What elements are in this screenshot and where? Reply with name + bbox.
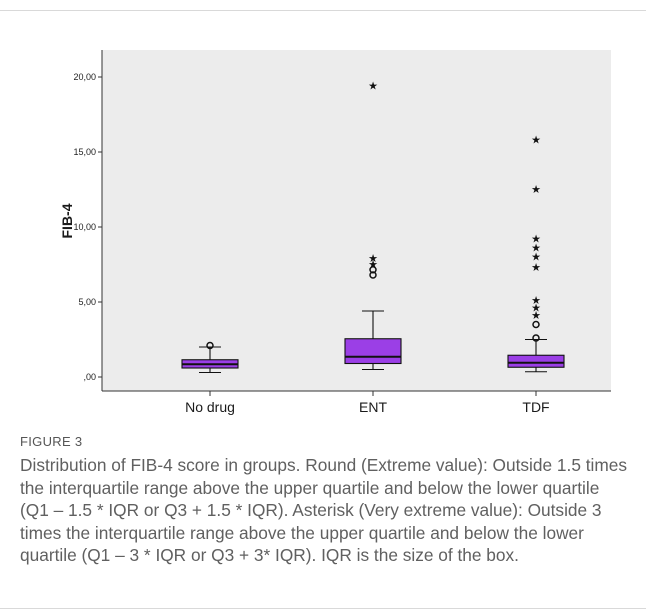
extreme-asterisk: ★ <box>531 233 541 246</box>
extreme-asterisk: ★ <box>368 252 378 265</box>
iqr-box <box>507 354 565 368</box>
axes: ,00 5,00 10,00 15,00 20,00 No drug ENT TDF <box>73 50 611 415</box>
y-axis-label: FIB-4 <box>59 203 75 238</box>
box-ent <box>344 310 402 371</box>
x-tick-label: No drug <box>185 399 235 415</box>
x-tick-label: TDF <box>522 399 549 415</box>
extreme-asterisk: ★ <box>531 251 541 264</box>
y-tick-label: 20,00 <box>73 72 96 82</box>
extreme-asterisk: ★ <box>368 258 378 271</box>
extreme-asterisk: ★ <box>531 302 541 315</box>
figure-label: FIGURE 3 <box>20 434 83 449</box>
extreme-asterisk: ★ <box>531 183 541 196</box>
x-tick-label: ENT <box>359 399 387 415</box>
extreme-asterisk: ★ <box>531 261 541 274</box>
extreme-asterisk: ★ <box>531 242 541 255</box>
figure-caption: Distribution of FIB-4 score in groups. R… <box>20 455 628 565</box>
top-divider <box>0 10 646 11</box>
y-tick-label: ,00 <box>83 372 96 382</box>
y-tick-label: 5,00 <box>78 297 96 307</box>
outlier-circle <box>206 341 214 350</box>
plot-area <box>102 50 611 391</box>
boxes <box>181 310 565 374</box>
outlier-markers: ★★★★★★★★★★★★ <box>206 80 541 350</box>
outlier-circle <box>532 320 540 329</box>
outlier-circle <box>369 266 377 274</box>
extreme-asterisk: ★ <box>531 294 541 307</box>
y-tick-label: 10,00 <box>73 222 96 232</box>
outlier-circle <box>532 334 540 342</box>
extreme-asterisk: ★ <box>531 309 541 322</box>
extreme-asterisk: ★ <box>531 134 541 147</box>
iqr-box <box>344 338 402 365</box>
bottom-divider <box>0 608 646 609</box>
box-no-drug <box>181 346 239 374</box>
extreme-asterisk: ★ <box>368 80 378 93</box>
y-tick-label: 15,00 <box>73 147 96 157</box>
box-tdf <box>507 338 565 373</box>
